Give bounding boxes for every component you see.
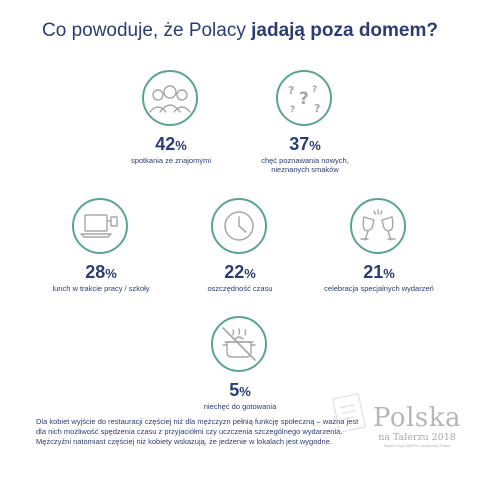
toast-glasses-icon	[350, 198, 406, 254]
footnote-text: Dla kobiet wyjście do restauracji części…	[36, 417, 359, 446]
stat-label: niechęć do gotowania	[203, 402, 277, 411]
svg-text:?: ?	[288, 84, 294, 97]
stat-label: celebracja specjalnych wydarzeń	[324, 284, 434, 293]
svg-text:?: ?	[314, 102, 320, 115]
stat-label: lunch w trakcie pracy / szkoły	[52, 284, 150, 293]
menu-card-icon	[332, 392, 366, 434]
stat-label: spotkania ze znajomymi	[130, 156, 212, 165]
no-cooking-pot-icon	[211, 316, 267, 372]
friends-icon	[142, 70, 198, 126]
question-marks-icon: ? ? ? ? ?	[276, 70, 332, 126]
svg-text:?: ?	[299, 89, 309, 109]
stat-value: 21%	[363, 262, 395, 282]
stat-label-line1: chęć poznawania nowych,	[261, 156, 349, 165]
title-bold-text: jadają poza domem?	[251, 20, 438, 41]
stat-value: 37%	[289, 134, 321, 154]
laptop-icon	[72, 198, 128, 254]
stat-label: chęć poznawania nowych, nieznanych smakó…	[225, 156, 385, 174]
title-regular-text: Co powoduje, że Polacy	[42, 20, 252, 41]
page-title: Co powoduje, że Polacy jadają poza domem…	[0, 20, 480, 42]
stat-value: 22%	[224, 262, 256, 282]
logo-subtitle: na Talerzu 2018	[378, 432, 456, 443]
stat-value: 5%	[229, 380, 251, 400]
logo-tagline: Raport Grupy MAKRO Cash&Carry Polska	[383, 444, 451, 448]
brand-logo: Polska na Talerzu 2018 Raport Grupy MAKR…	[372, 404, 462, 449]
svg-text:?: ?	[290, 105, 295, 115]
svg-text:?: ?	[312, 85, 317, 95]
logo-brand: Polska	[372, 403, 461, 433]
stat-value: 28%	[85, 262, 117, 282]
stat-label-line2: nieznanych smaków	[271, 165, 339, 174]
clock-icon	[211, 198, 267, 254]
stat-value: 42%	[155, 134, 187, 154]
stat-label: oszczędność czasu	[207, 284, 273, 293]
